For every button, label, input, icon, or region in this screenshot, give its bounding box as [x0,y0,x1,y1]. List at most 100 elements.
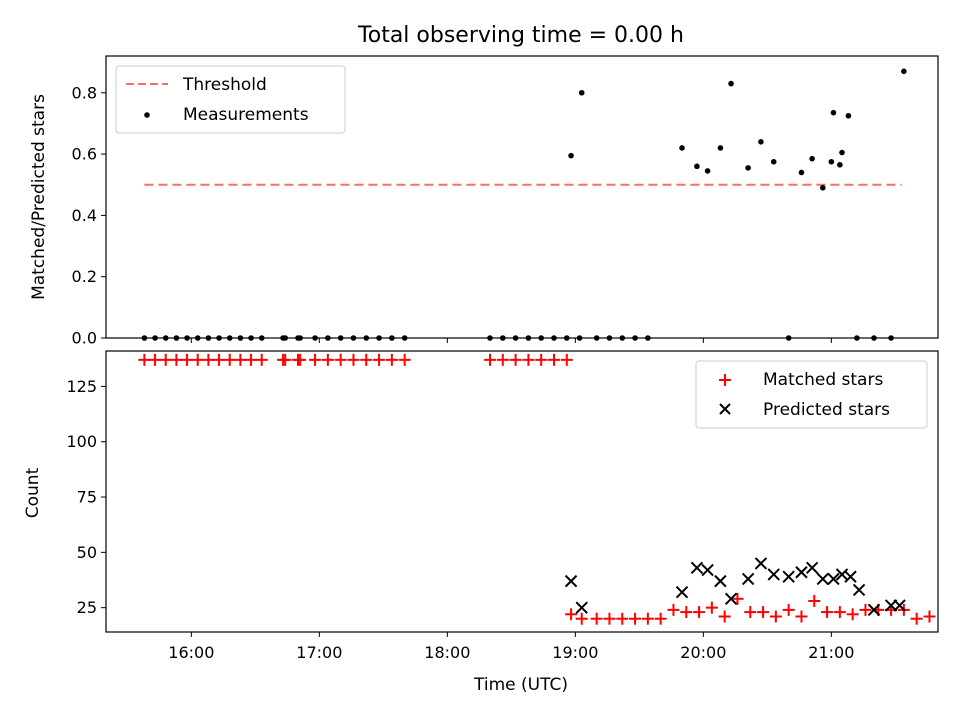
measurement-point [194,335,201,341]
predicted-star-point [827,572,840,586]
measurement-point [205,335,212,341]
top-y-ticks: 0.0 0.2 0.4 0.6 0.8 [72,83,106,348]
measurement-point [282,335,289,341]
predicted-star-point [795,566,808,579]
matched-star-point [859,603,872,616]
predicted-star-point [767,568,780,581]
matched-star-point [923,610,936,623]
matched-star-point [575,612,588,625]
predicted-star-mark-b [767,568,780,581]
matched-star-point [159,353,172,366]
bottom-legend-box [695,360,928,429]
measurement-point [837,162,843,168]
predicted-star-point [852,583,866,597]
measurement-point [871,335,877,341]
measurement-point [152,335,158,341]
matched-star-point [279,353,292,366]
measurement-point [694,163,700,170]
predicted-star-mark-b [714,574,727,588]
top-y-tick-label: 0.6 [72,145,97,164]
matched-star-point [603,612,616,625]
measurement-point [141,335,148,341]
measurement-point [487,335,493,341]
matched-star-point [191,353,204,366]
matched-star-point [641,612,654,625]
measurement-point [798,169,805,176]
legend-measurements-swatch [144,112,150,118]
top-legend-box [115,65,346,134]
predicted-star-mark-b [690,561,704,575]
measurement-point [578,89,585,96]
matched-star-point [213,353,226,366]
matched-star-point [795,610,808,623]
predicted-star-mark-b [816,572,830,586]
measurement-point [809,155,815,162]
x-tick-label: 20:00 [680,643,726,662]
predicted-star-point [782,570,795,583]
predicted-star-point [816,572,830,586]
measurement-point [184,335,190,341]
predicted-star-mark-b [575,601,588,614]
matched-star-point [321,353,334,366]
measurement-point [593,335,600,341]
matched-star-point [360,353,373,366]
measurement-point [568,152,574,159]
measurement-point [576,335,583,341]
matched-star-point [223,353,236,366]
measurement-point [258,335,265,341]
matched-star-point [347,353,360,366]
measurements-points [141,68,907,341]
matched-star-point [705,601,718,614]
x-tick-label: 17:00 [296,643,342,662]
measurement-point [619,335,626,341]
matched-star-point [846,608,859,621]
matched-star-point [910,612,923,625]
predicted-star-mark-b [805,561,819,575]
matched-star-point [309,353,322,366]
measurement-point [337,335,344,341]
matched-star-point [509,353,522,366]
predicted-star-mark-b [724,592,738,606]
measurement-point [350,335,357,341]
measurement-point [325,335,331,341]
measurement-point [704,168,711,174]
matched-star-point [782,603,795,616]
measurement-point [376,335,382,341]
measurement-point [525,335,532,341]
x-tick-label: 21:00 [808,643,854,662]
matched-star-point [654,612,667,625]
measurement-point [248,335,254,341]
matched-star-point [757,606,770,619]
matched-star-point [667,603,680,616]
matched-star-point [294,353,307,366]
x-tick-label: 16:00 [168,643,214,662]
top-panel: 0.00.20.40.60.8 Matched/Predicted stars … [29,55,939,348]
bottom-y-tick-label: 50 [77,543,97,562]
matched-star-point [181,353,194,366]
predicted-star-point [893,599,906,612]
measurement-point [717,145,724,151]
matched-star-point [560,353,573,366]
top-y-tick-label: 0.8 [72,83,97,102]
measurement-point [297,335,303,341]
top-y-tick-label: 0.4 [72,206,97,225]
legend-matched-label: Matched stars [763,370,883,390]
predicted-star-point [754,557,768,570]
predicted-star-mark-b [795,566,808,579]
measurement-point [538,335,544,341]
top-legend: Threshold Measurements [115,65,346,134]
matched-star-point [234,353,247,366]
predicted-star-mark-b [741,572,755,586]
measurement-point [389,335,395,341]
x-tick-label: 19:00 [552,643,598,662]
matched-star-point [616,612,629,625]
matched-star-point [255,353,268,366]
measurement-point [845,112,852,119]
bottom-y-tick-label: 75 [77,488,97,507]
predicted-star-mark-b [564,574,578,588]
matched-star-point [496,353,509,366]
measurement-point [728,80,734,87]
measurement-point [770,158,777,165]
measurement-point [745,165,751,171]
measurement-point [216,335,222,341]
